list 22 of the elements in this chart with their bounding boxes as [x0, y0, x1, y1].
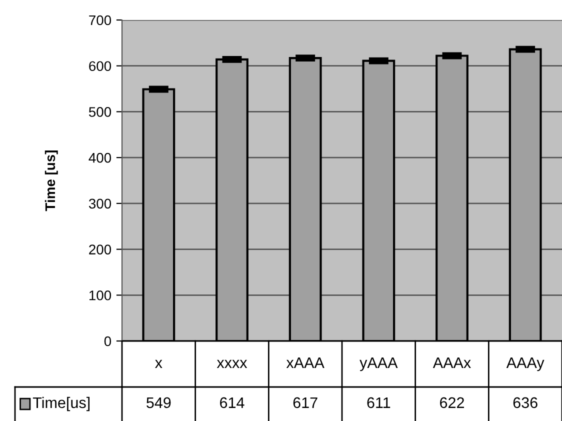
y-tick-label: 200 — [89, 244, 112, 254]
y-tick-label: 600 — [89, 61, 112, 72]
data-label: 614 — [220, 397, 244, 408]
y-tick-label: 700 — [89, 15, 112, 26]
y-tick-label: 500 — [88, 107, 112, 117]
x-tick-label: yAAA — [360, 357, 398, 372]
y-tick-label: 300 — [88, 198, 112, 209]
x-tick-label: AAAx — [432, 357, 471, 368]
y-tick-label: 100 — [89, 290, 112, 300]
legend-label: Time[us] — [32, 396, 90, 412]
data-label: 622 — [440, 397, 464, 408]
y-tick-label: 0 — [104, 336, 112, 346]
x-tick-label: x — [155, 360, 162, 368]
data-label: 611 — [367, 397, 390, 408]
x-tick-label: AAAy — [506, 357, 544, 372]
x-tick-label: xxxx — [216, 360, 248, 368]
data-label: 549 — [146, 397, 171, 408]
x-tick-label: xAAA — [286, 357, 324, 368]
data-label: 636 — [513, 397, 538, 408]
data-label: 617 — [293, 397, 318, 408]
y-tick-label: 400 — [88, 152, 112, 163]
y-axis-title: Time [us] — [44, 150, 58, 212]
